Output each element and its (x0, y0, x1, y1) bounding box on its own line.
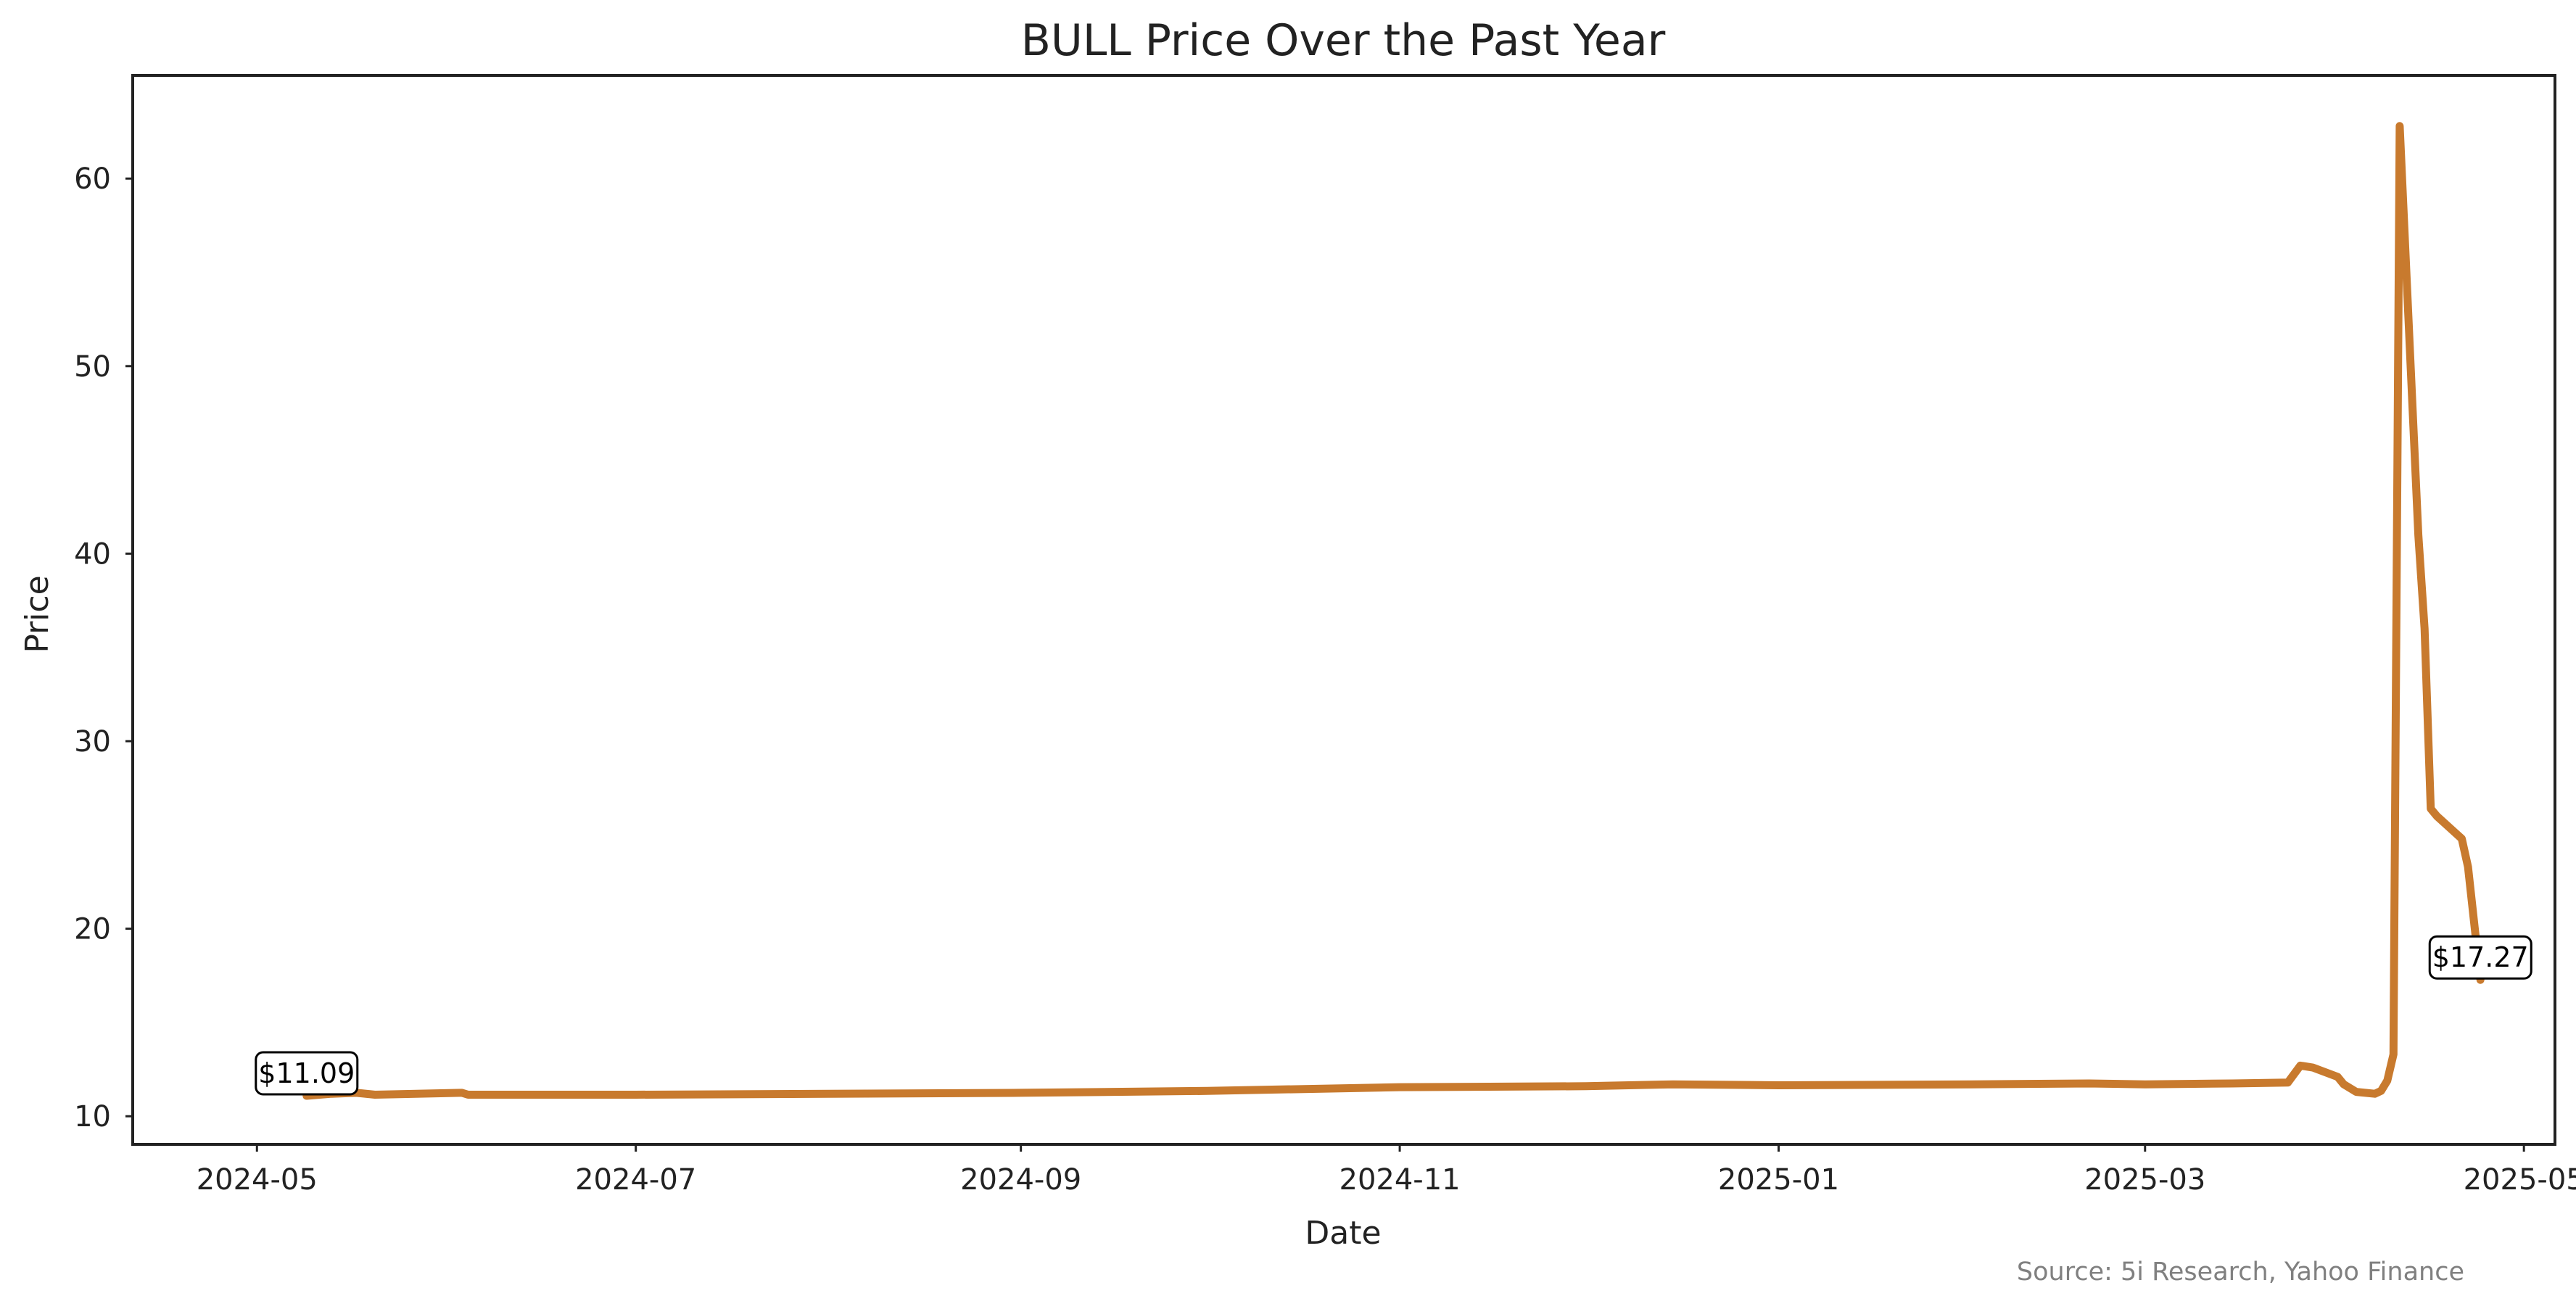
price-annotation-label: $17.27 (2432, 941, 2529, 973)
price-annotation-box (255, 1051, 359, 1096)
x-tick-label: 2025-01 (1718, 1163, 1839, 1197)
y-axis-title: Price (19, 575, 56, 653)
chart-title: BULL Price Over the Past Year (1021, 15, 1666, 66)
x-tick-label: 2024-09 (960, 1163, 1081, 1197)
price-annotation-label: $11.09 (258, 1057, 355, 1089)
y-tick-label: 10 (74, 1100, 111, 1133)
x-axis-title: Date (1305, 1215, 1381, 1252)
x-tick-label: 2024-11 (1339, 1163, 1461, 1197)
y-tick-label: 40 (74, 537, 111, 571)
x-tick-label: 2024-05 (197, 1163, 318, 1197)
price-annotation-box (2428, 935, 2532, 980)
y-tick-label: 60 (74, 162, 111, 196)
plot-frame (131, 74, 2556, 1146)
x-tick-label: 2025-05 (2464, 1163, 2576, 1197)
y-tick-label: 20 (74, 913, 111, 946)
plot-area: 2024-05 2024-07 2024-09 2024-11 2025-01 2025-… (74, 74, 2576, 1197)
source-note: Source: 5i Research, Yahoo Finance (2017, 1258, 2464, 1287)
y-tick-label: 30 (74, 725, 111, 759)
x-tick-label: 2025-03 (2084, 1163, 2205, 1197)
price-series-line (302, 122, 2485, 1100)
x-tick-label: 2024-07 (575, 1163, 696, 1197)
y-tick-label: 50 (74, 350, 111, 384)
